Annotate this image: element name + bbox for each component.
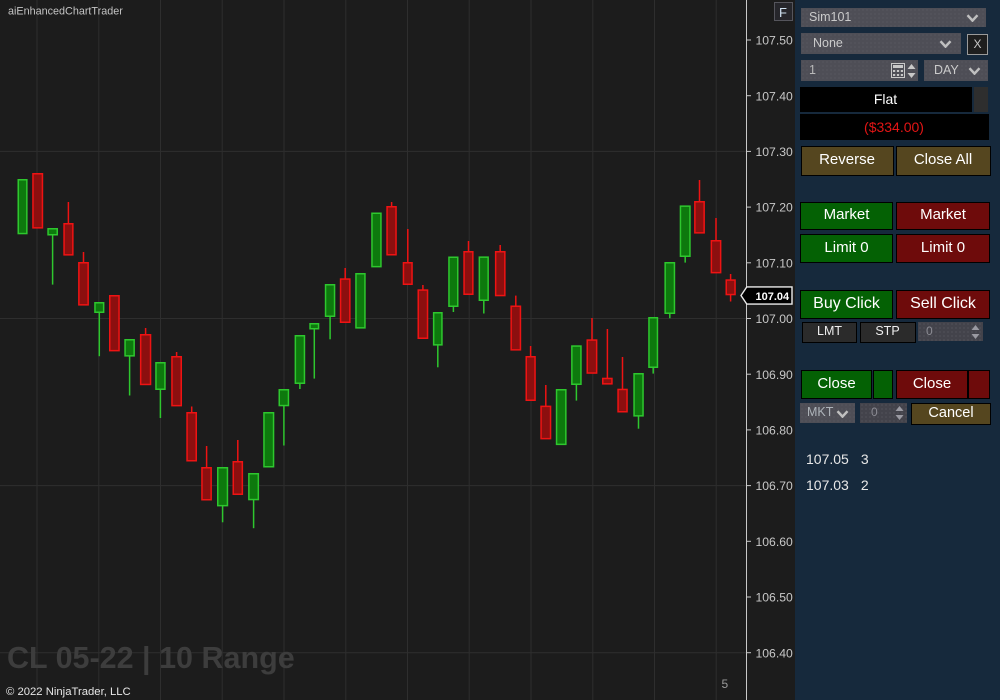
svg-text:5: 5 [722, 677, 729, 691]
svg-text:CL 05-22 | 10 Range: CL 05-22 | 10 Range [7, 641, 295, 675]
svg-text:106.80: 106.80 [756, 424, 793, 438]
svg-text:107.10: 107.10 [756, 256, 793, 270]
svg-text:© 2022 NinjaTrader, LLC: © 2022 NinjaTrader, LLC [6, 686, 131, 698]
svg-text:107.00: 107.00 [756, 312, 793, 326]
svg-text:106.50: 106.50 [756, 591, 793, 605]
svg-text:107.04: 107.04 [756, 291, 791, 303]
svg-text:107.30: 107.30 [756, 145, 793, 159]
svg-text:107.20: 107.20 [756, 201, 793, 215]
svg-text:106.60: 106.60 [756, 535, 793, 549]
svg-text:aiEnhancedChartTrader: aiEnhancedChartTrader [8, 6, 123, 18]
svg-text:106.70: 106.70 [756, 479, 793, 493]
svg-text:107.40: 107.40 [756, 89, 793, 103]
svg-text:106.40: 106.40 [756, 646, 793, 660]
svg-text:F: F [779, 5, 787, 20]
svg-text:106.90: 106.90 [756, 368, 793, 382]
svg-text:107.50: 107.50 [756, 34, 793, 48]
